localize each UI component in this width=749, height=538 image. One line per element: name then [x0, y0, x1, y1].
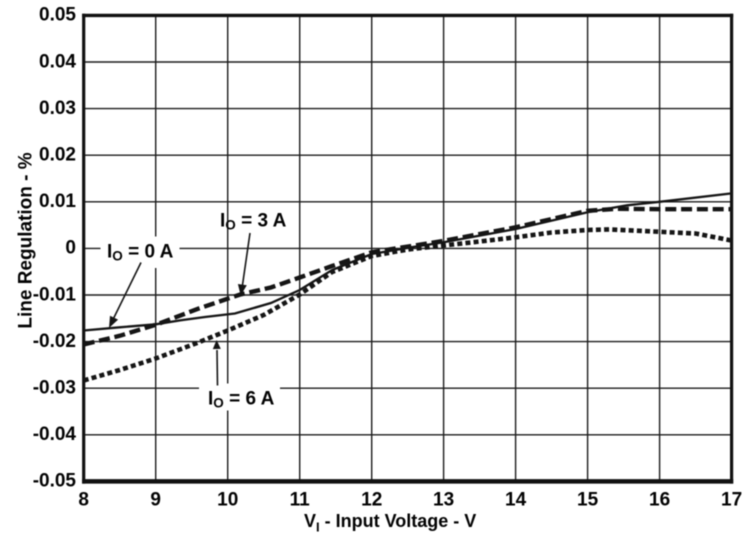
- svg-text:11: 11: [290, 490, 311, 511]
- svg-text:-0.04: -0.04: [33, 424, 77, 445]
- svg-text:14: 14: [505, 490, 527, 511]
- svg-text:9: 9: [150, 490, 161, 511]
- svg-text:0.05: 0.05: [39, 5, 76, 26]
- svg-text:VI - Input Voltage - V: VI - Input Voltage - V: [304, 511, 476, 535]
- svg-text:0.02: 0.02: [39, 145, 76, 166]
- svg-text:0.04: 0.04: [39, 51, 76, 72]
- svg-text:17: 17: [721, 490, 742, 511]
- svg-text:13: 13: [433, 490, 454, 511]
- svg-text:IO = 6 A: IO = 6 A: [208, 389, 275, 411]
- svg-text:10: 10: [217, 490, 238, 511]
- svg-text:-0.03: -0.03: [33, 378, 76, 399]
- svg-text:-0.01: -0.01: [33, 284, 77, 305]
- svg-text:0.03: 0.03: [39, 98, 76, 119]
- svg-text:0: 0: [65, 238, 76, 259]
- svg-text:IO = 3 A: IO = 3 A: [220, 211, 287, 233]
- svg-text:16: 16: [649, 490, 670, 511]
- svg-text:8: 8: [78, 490, 89, 511]
- svg-text:0.01: 0.01: [39, 191, 76, 212]
- svg-text:Line Regulation - %: Line Regulation - %: [16, 152, 37, 328]
- svg-text:12: 12: [361, 490, 382, 511]
- svg-text:-0.02: -0.02: [33, 331, 76, 352]
- svg-text:-0.05: -0.05: [33, 471, 77, 492]
- svg-text:IO = 0 A: IO = 0 A: [107, 242, 174, 264]
- svg-text:15: 15: [577, 490, 599, 511]
